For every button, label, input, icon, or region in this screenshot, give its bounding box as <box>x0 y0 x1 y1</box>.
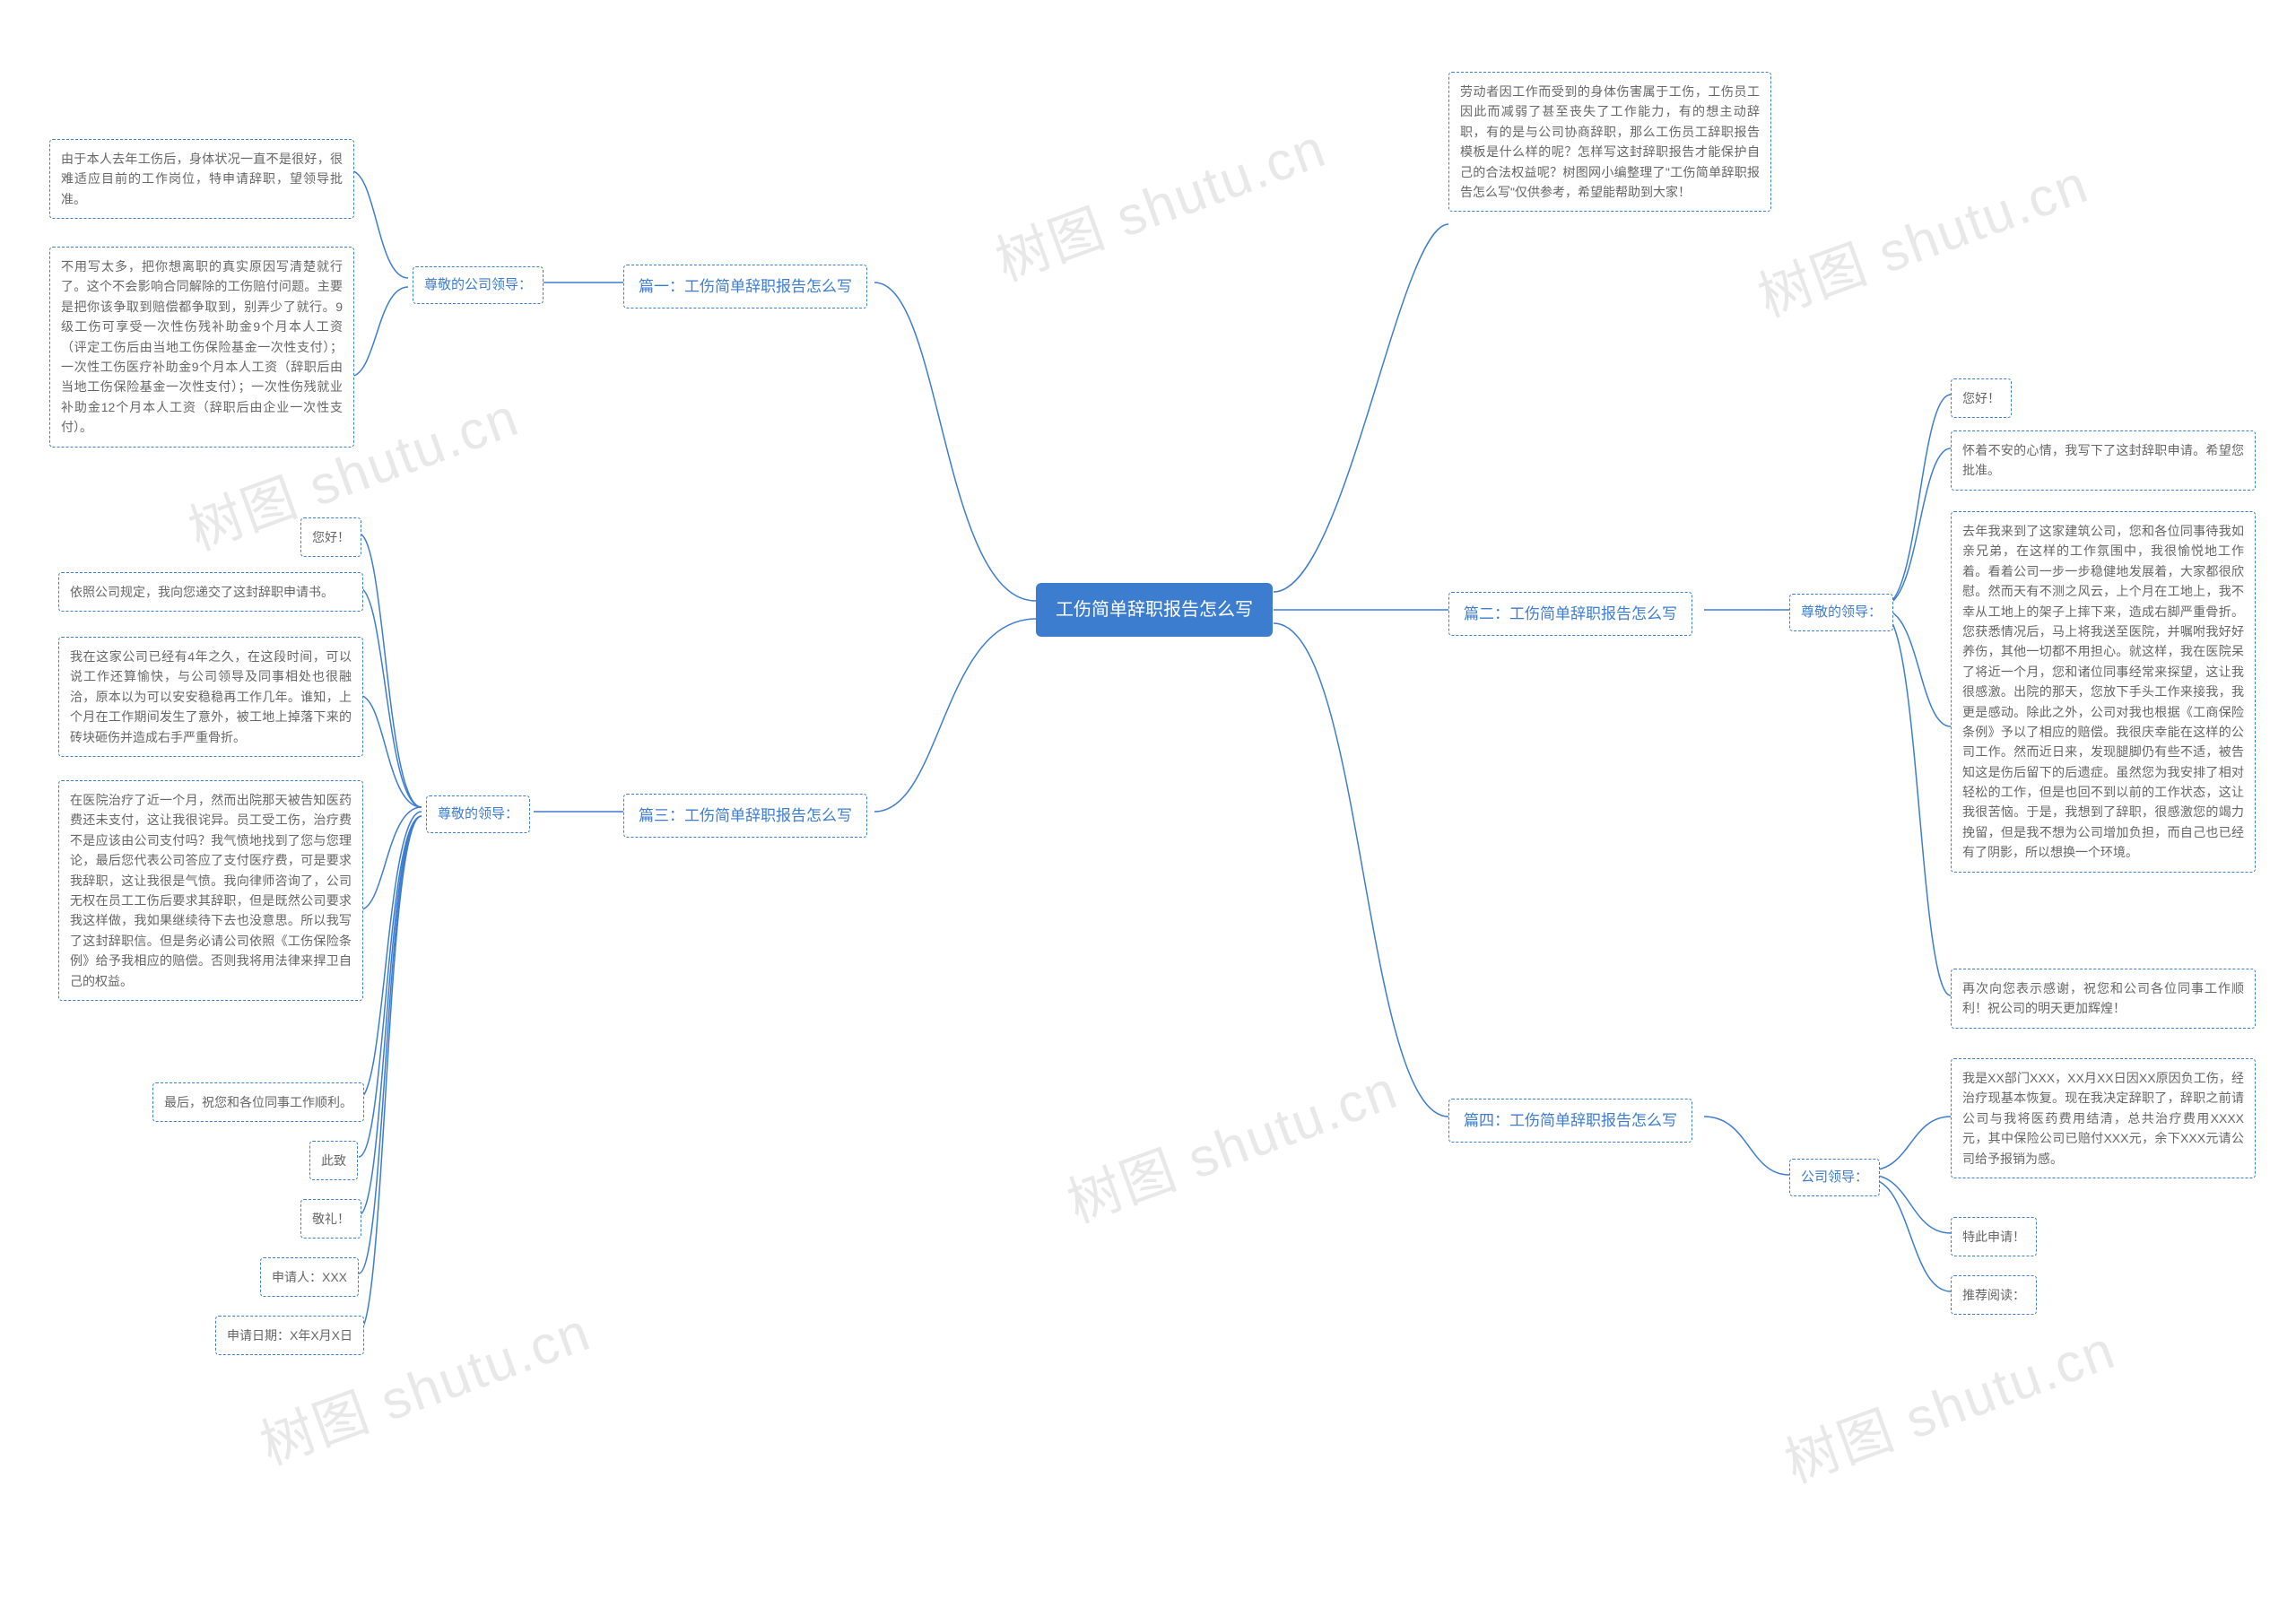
branch-1-sub: 尊敬的公司领导： <box>413 266 544 304</box>
watermark: 树图 shutu.cn <box>984 105 1335 297</box>
branch-3-leaf-3: 在医院治疗了近一个月，然而出院那天被告知医药费还未支付，这让我很诧异。员工受工伤… <box>58 780 363 1001</box>
branch-3-leaf-5: 此致 <box>309 1141 358 1180</box>
branch-1[interactable]: 篇一：工伤简单辞职报告怎么写 <box>623 265 867 309</box>
branch-4-sub: 公司领导： <box>1789 1159 1880 1196</box>
branch-2-leaf-2: 去年我来到了这家建筑公司，您和各位同事待我如亲兄弟，在这样的工作氛围中，我很愉悦… <box>1951 511 2256 873</box>
watermark: 树图 shutu.cn <box>1773 1307 2125 1499</box>
branch-3-leaf-6: 敬礼！ <box>300 1199 361 1239</box>
branch-4-leaf-1: 特此申请！ <box>1951 1217 2037 1256</box>
branch-3-leaf-0: 您好！ <box>300 517 361 557</box>
branch-3-leaf-4: 最后，祝您和各位同事工作顺利。 <box>152 1082 364 1122</box>
branch-1-leaf-1: 不用写太多，把你想离职的真实原因写清楚就行了。这个不会影响合同解除的工伤赔付问题… <box>49 247 354 448</box>
branch-2-leaf-0: 您好！ <box>1951 378 2012 418</box>
branch-4-leaf-0: 我是XX部门XXX，XX月XX日因XX原因负工伤，经治疗现基本恢复。现在我决定辞… <box>1951 1058 2256 1178</box>
branch-2-leaf-1: 怀着不安的心情，我写下了这封辞职申请。希望您批准。 <box>1951 430 2256 491</box>
branch-3-sub: 尊敬的领导： <box>426 795 530 833</box>
intro-leaf: 劳动者因工作而受到的身体伤害属于工伤，工伤员工因此而减弱了甚至丧失了工作能力，有… <box>1448 72 1771 212</box>
branch-2-leaf-3: 再次向您表示感谢，祝您和公司各位同事工作顺利！祝公司的明天更加辉煌！ <box>1951 969 2256 1029</box>
branch-3-leaf-2: 我在这家公司已经有4年之久，在这段时间，可以说工作还算愉快，与公司领导及同事相处… <box>58 637 363 757</box>
branch-3-leaf-8: 申请日期：X年X月X日 <box>215 1316 364 1355</box>
branch-1-leaf-0: 由于本人去年工伤后，身体状况一直不是很好，很难适应目前的工作岗位，特申请辞职，望… <box>49 139 354 219</box>
branch-3-leaf-7: 申请人：XXX <box>260 1257 359 1297</box>
watermark: 树图 shutu.cn <box>1056 1047 1407 1239</box>
root-node[interactable]: 工伤简单辞职报告怎么写 <box>1036 583 1273 637</box>
branch-2-sub: 尊敬的领导： <box>1789 594 1893 631</box>
watermark: 树图 shutu.cn <box>1746 141 2098 333</box>
branch-4-leaf-2: 推荐阅读： <box>1951 1275 2037 1315</box>
branch-3[interactable]: 篇三：工伤简单辞职报告怎么写 <box>623 794 867 838</box>
branch-2[interactable]: 篇二：工伤简单辞职报告怎么写 <box>1448 592 1692 636</box>
branch-4[interactable]: 篇四：工伤简单辞职报告怎么写 <box>1448 1099 1692 1143</box>
branch-3-leaf-1: 依照公司规定，我向您递交了这封辞职申请书。 <box>58 572 363 612</box>
